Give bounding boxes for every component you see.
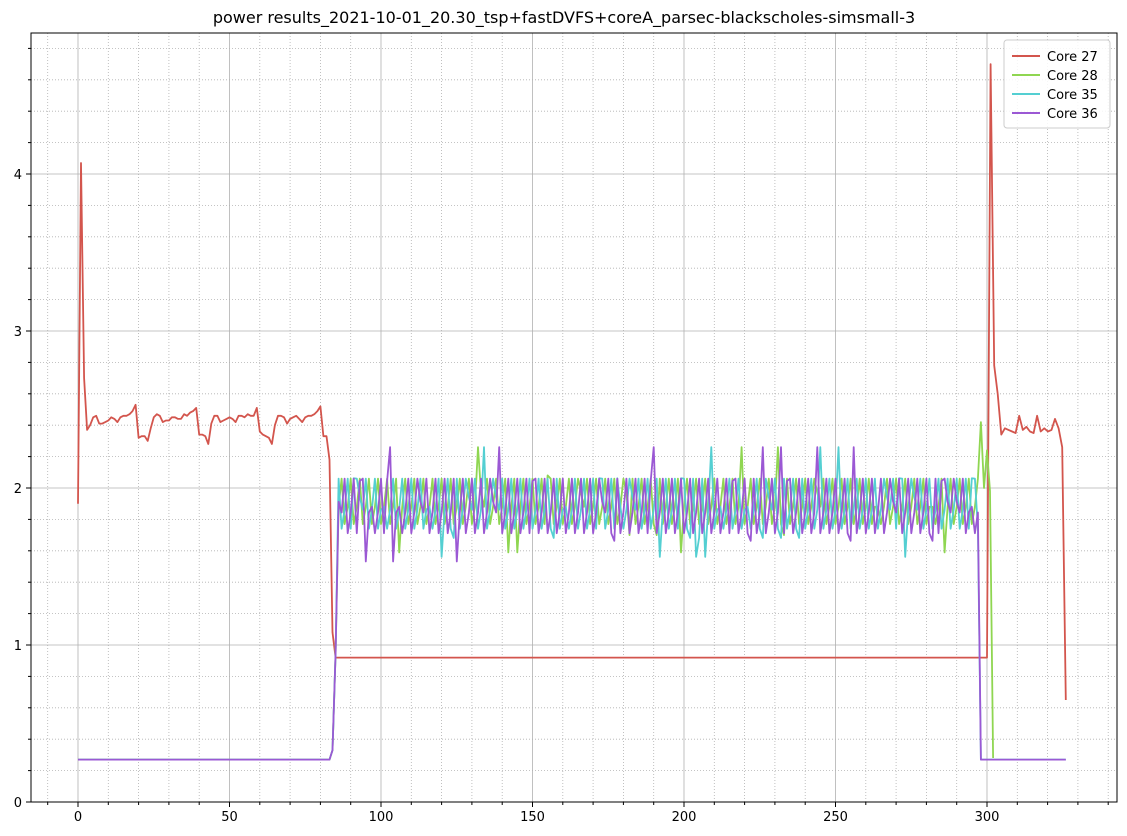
legend: Core 27 Core 28 Core 35 Core 36 (1003, 39, 1111, 129)
legend-label: Core 28 (1047, 69, 1098, 84)
series-line-core-36 (78, 446, 1066, 761)
y-tick-label: 4 (14, 168, 22, 183)
plot-frame (30, 32, 1118, 803)
y-tick-label: 2 (14, 482, 22, 497)
minor-grid (31, 33, 1117, 802)
x-tick-label: 150 (520, 810, 545, 825)
y-tick-label: 1 (14, 639, 22, 654)
x-tick-label: 50 (221, 810, 238, 825)
legend-box (1003, 39, 1111, 129)
legend-label: Core 35 (1047, 88, 1098, 103)
x-tick-label: 250 (823, 810, 848, 825)
chart-title: power results_2021-10-01_20.30_tsp+fastD… (213, 8, 915, 28)
y-axis: 0 1 2 3 4 (14, 47, 31, 811)
x-axis: 0 50 100 150 200 250 300 (47, 802, 1109, 825)
legend-label: Core 36 (1047, 107, 1098, 122)
x-tick-label: 200 (672, 810, 697, 825)
y-tick-label: 3 (14, 325, 22, 340)
y-tick-label: 0 (14, 796, 22, 811)
x-tick-label: 300 (975, 810, 1000, 825)
x-tick-label: 0 (74, 810, 82, 825)
series-line-core-27 (77, 63, 1067, 701)
legend-label: Core 27 (1047, 50, 1098, 65)
x-tick-label: 100 (369, 810, 394, 825)
plot-lines (77, 63, 1067, 761)
